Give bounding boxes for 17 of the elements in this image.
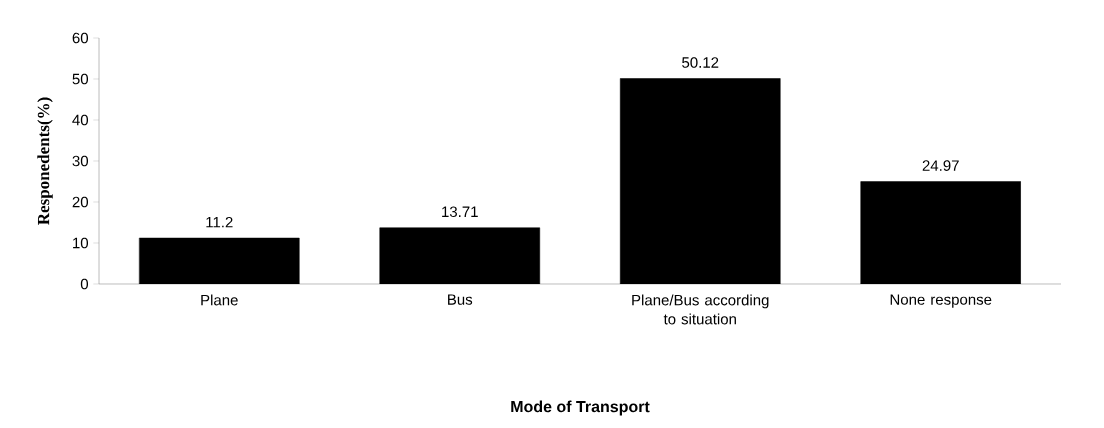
y-tick-label: 0 — [80, 278, 89, 290]
x-axis-title: Mode of Transport — [511, 400, 650, 416]
x-tick-label: Plane/Bus according to situation — [632, 294, 769, 325]
y-tick-label: 60 — [72, 32, 89, 44]
data-label: 13.71 — [442, 206, 478, 218]
y-tick-label: 40 — [72, 114, 89, 126]
y-tick-label: 50 — [72, 73, 89, 85]
y-tick-label: 30 — [72, 155, 89, 167]
y-tick-label: 10 — [73, 237, 89, 249]
y-axis-title: Responedents(%) — [37, 97, 53, 225]
data-label: 11.2 — [206, 216, 233, 228]
data-label: 50.12 — [682, 57, 719, 68]
x-tick-label: Plane — [201, 294, 238, 306]
y-tick-label: 20 — [72, 196, 89, 208]
x-tick-label: None response — [890, 294, 992, 308]
x-tick-label: Bus — [448, 294, 473, 305]
data-label: 24.97 — [922, 160, 959, 171]
